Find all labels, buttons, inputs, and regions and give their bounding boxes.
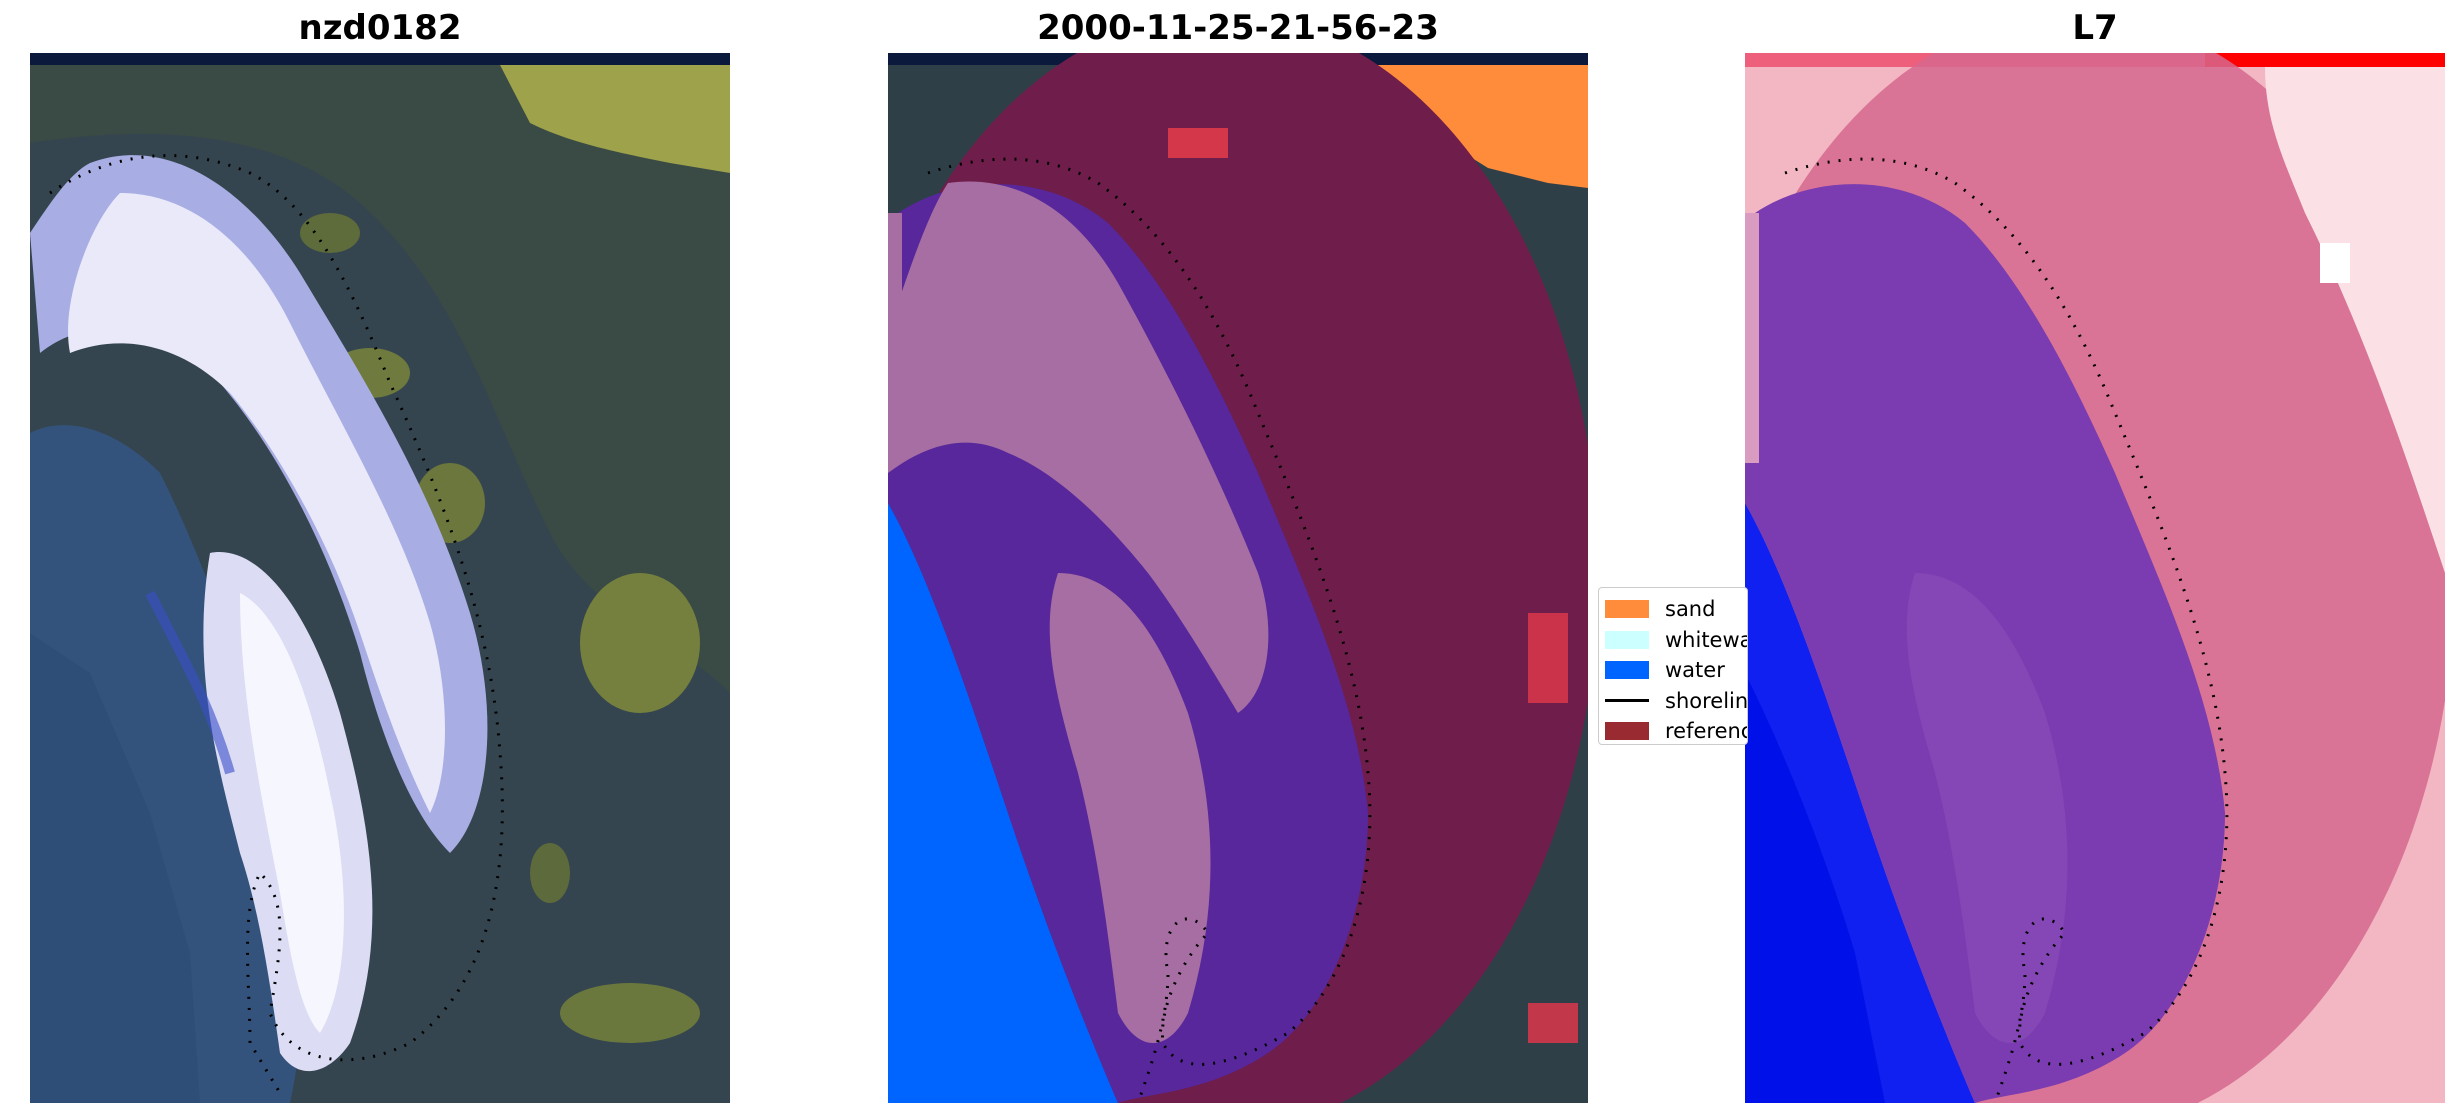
legend-label-whitewater: whitewater <box>1665 627 1747 652</box>
legend-swatch-sand <box>1605 600 1649 619</box>
panel-title-classification: 2000-11-25-21-56-23 <box>1037 8 1439 48</box>
legend-line-shoreline <box>1605 699 1649 703</box>
legend-label-sand: sand <box>1665 597 1716 622</box>
legend: sand whitewater water shoreline referenc… <box>1598 587 1748 745</box>
rgb-image-panel <box>30 53 730 1103</box>
classification-panel <box>888 53 1588 1103</box>
legend-swatch-whitewater <box>1605 630 1649 649</box>
panel-title-rgb: nzd0182 <box>298 8 462 48</box>
legend-label-reference: reference <box>1665 719 1747 744</box>
legend-swatch-water <box>1605 661 1649 680</box>
legend-label-shoreline: shoreline <box>1665 688 1748 713</box>
legend-item-whitewater: whitewater <box>1605 625 1747 656</box>
legend-swatch-reference <box>1605 722 1649 741</box>
mndwi-panel <box>1745 53 2445 1103</box>
legend-item-sand: sand <box>1605 594 1747 625</box>
legend-item-reference: reference <box>1605 716 1747 744</box>
panel-title-mndwi: L7 <box>2072 8 2118 48</box>
legend-item-shoreline: shoreline <box>1605 686 1747 717</box>
legend-label-water: water <box>1665 658 1725 683</box>
legend-item-water: water <box>1605 655 1747 686</box>
